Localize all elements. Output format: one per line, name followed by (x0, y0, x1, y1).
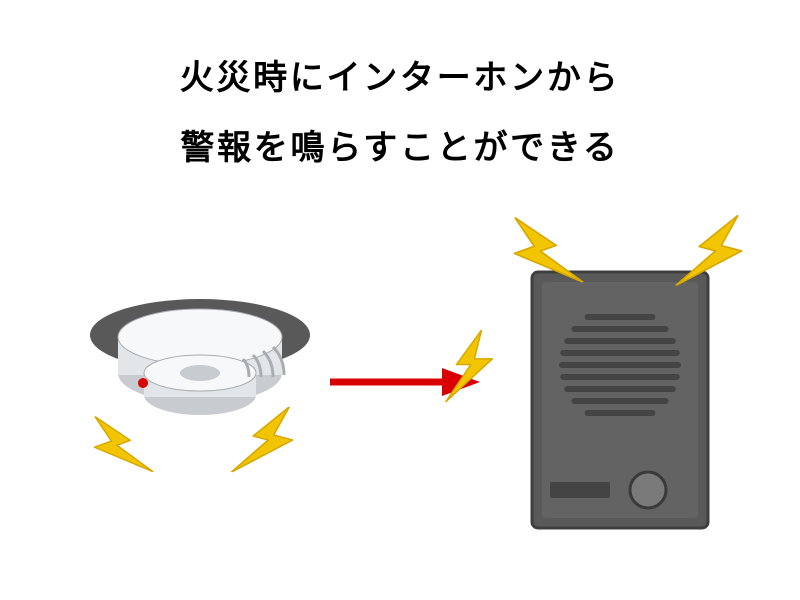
diagram-stage (0, 210, 800, 580)
bolt-arrow (440, 330, 498, 402)
intercom-icon (530, 270, 710, 530)
bolt-intercom-right (670, 203, 755, 301)
heading-line-1: 火災時にインターホンから (0, 50, 800, 99)
heading-line-2: 警報を鳴らすことができる (0, 120, 800, 169)
